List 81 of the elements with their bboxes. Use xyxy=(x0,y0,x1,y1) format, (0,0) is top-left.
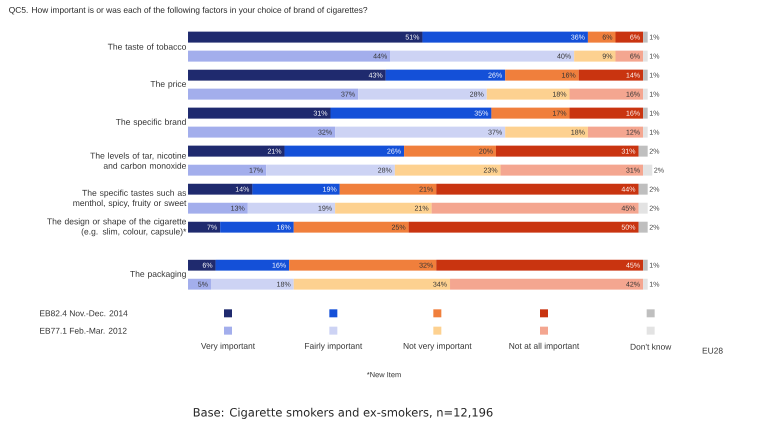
bar xyxy=(408,222,638,233)
legend-label: Not at all important xyxy=(509,342,580,351)
bar xyxy=(294,278,450,290)
y-tick-label: The packaging xyxy=(130,270,186,279)
bar xyxy=(588,32,616,43)
bar xyxy=(266,164,395,176)
bar xyxy=(188,222,220,233)
bar xyxy=(188,32,422,43)
bar xyxy=(500,164,644,176)
bar xyxy=(386,70,506,81)
bar xyxy=(643,260,648,271)
bar xyxy=(294,222,409,233)
legend-label: Not very important xyxy=(404,342,472,351)
bar xyxy=(335,202,432,214)
bar xyxy=(335,126,506,138)
legend-label: Don't know xyxy=(630,344,672,350)
bar xyxy=(210,278,294,290)
bar xyxy=(188,108,331,119)
bar xyxy=(643,70,648,81)
y-tick-label: The levels of tar, nicotine and carbon monoxide xyxy=(90,152,186,169)
bar xyxy=(188,88,358,100)
legend-label: Fairly important xyxy=(305,342,362,351)
bar xyxy=(188,278,211,290)
bar xyxy=(330,108,492,119)
text: EB82.4 Nov.-Dec. 2014 xyxy=(40,310,128,316)
bar xyxy=(574,50,616,62)
y-tick-label: The design or shape of the cigarette (e.g. slim, colour, capsule)* xyxy=(47,218,186,236)
bar xyxy=(638,202,648,214)
text: Base: Cigarette smokers and ex-smokers, n=12,196 xyxy=(194,408,493,419)
bar xyxy=(188,70,386,81)
bar xyxy=(422,32,588,43)
bar xyxy=(436,260,644,271)
bar xyxy=(616,32,644,43)
bar xyxy=(588,126,644,138)
text: EU28 xyxy=(702,348,723,354)
bar xyxy=(491,108,570,119)
bar xyxy=(643,164,652,176)
bar xyxy=(289,260,436,271)
chart-title: QC5. How important is or was each of the following factors in your choice of brand of cigarettes? xyxy=(9,6,368,15)
bar xyxy=(188,202,248,214)
y-tick-label: The taste of tobacco xyxy=(108,43,186,50)
bar xyxy=(188,146,285,157)
bar xyxy=(188,126,336,138)
bar xyxy=(216,260,290,271)
bar xyxy=(188,164,266,176)
bar xyxy=(616,50,644,62)
bar xyxy=(643,278,648,290)
bar xyxy=(432,202,638,214)
y-tick-label: The price xyxy=(150,80,186,89)
text: EB77.1 Feb.-Mar. 2012 xyxy=(40,328,127,334)
bar xyxy=(643,50,648,62)
bar xyxy=(638,146,648,157)
bar xyxy=(220,222,294,233)
bar xyxy=(252,184,340,195)
bar xyxy=(570,88,644,100)
legend-label: Very important xyxy=(200,342,256,351)
bar xyxy=(505,126,588,138)
y-tick-label: The specific tastes such as menthol, spicy, fruity or sweet xyxy=(73,190,186,208)
bar xyxy=(643,88,648,100)
bar xyxy=(643,32,648,43)
bar xyxy=(404,146,496,157)
bar xyxy=(643,108,648,119)
bar xyxy=(505,70,579,81)
bar xyxy=(340,184,436,195)
bar xyxy=(188,50,390,62)
bar xyxy=(578,70,644,81)
bar xyxy=(570,108,644,119)
bar xyxy=(390,50,574,62)
bar xyxy=(638,184,648,195)
bar xyxy=(450,278,644,290)
bar xyxy=(436,184,638,195)
y-tick-label: The specific brand xyxy=(116,118,186,127)
bar xyxy=(486,88,570,100)
bar xyxy=(248,202,336,214)
bar xyxy=(188,184,252,195)
bar xyxy=(394,164,501,176)
bar xyxy=(284,146,404,157)
bar xyxy=(643,126,648,138)
bar xyxy=(358,88,487,100)
bar xyxy=(638,222,648,233)
bar xyxy=(496,146,638,157)
